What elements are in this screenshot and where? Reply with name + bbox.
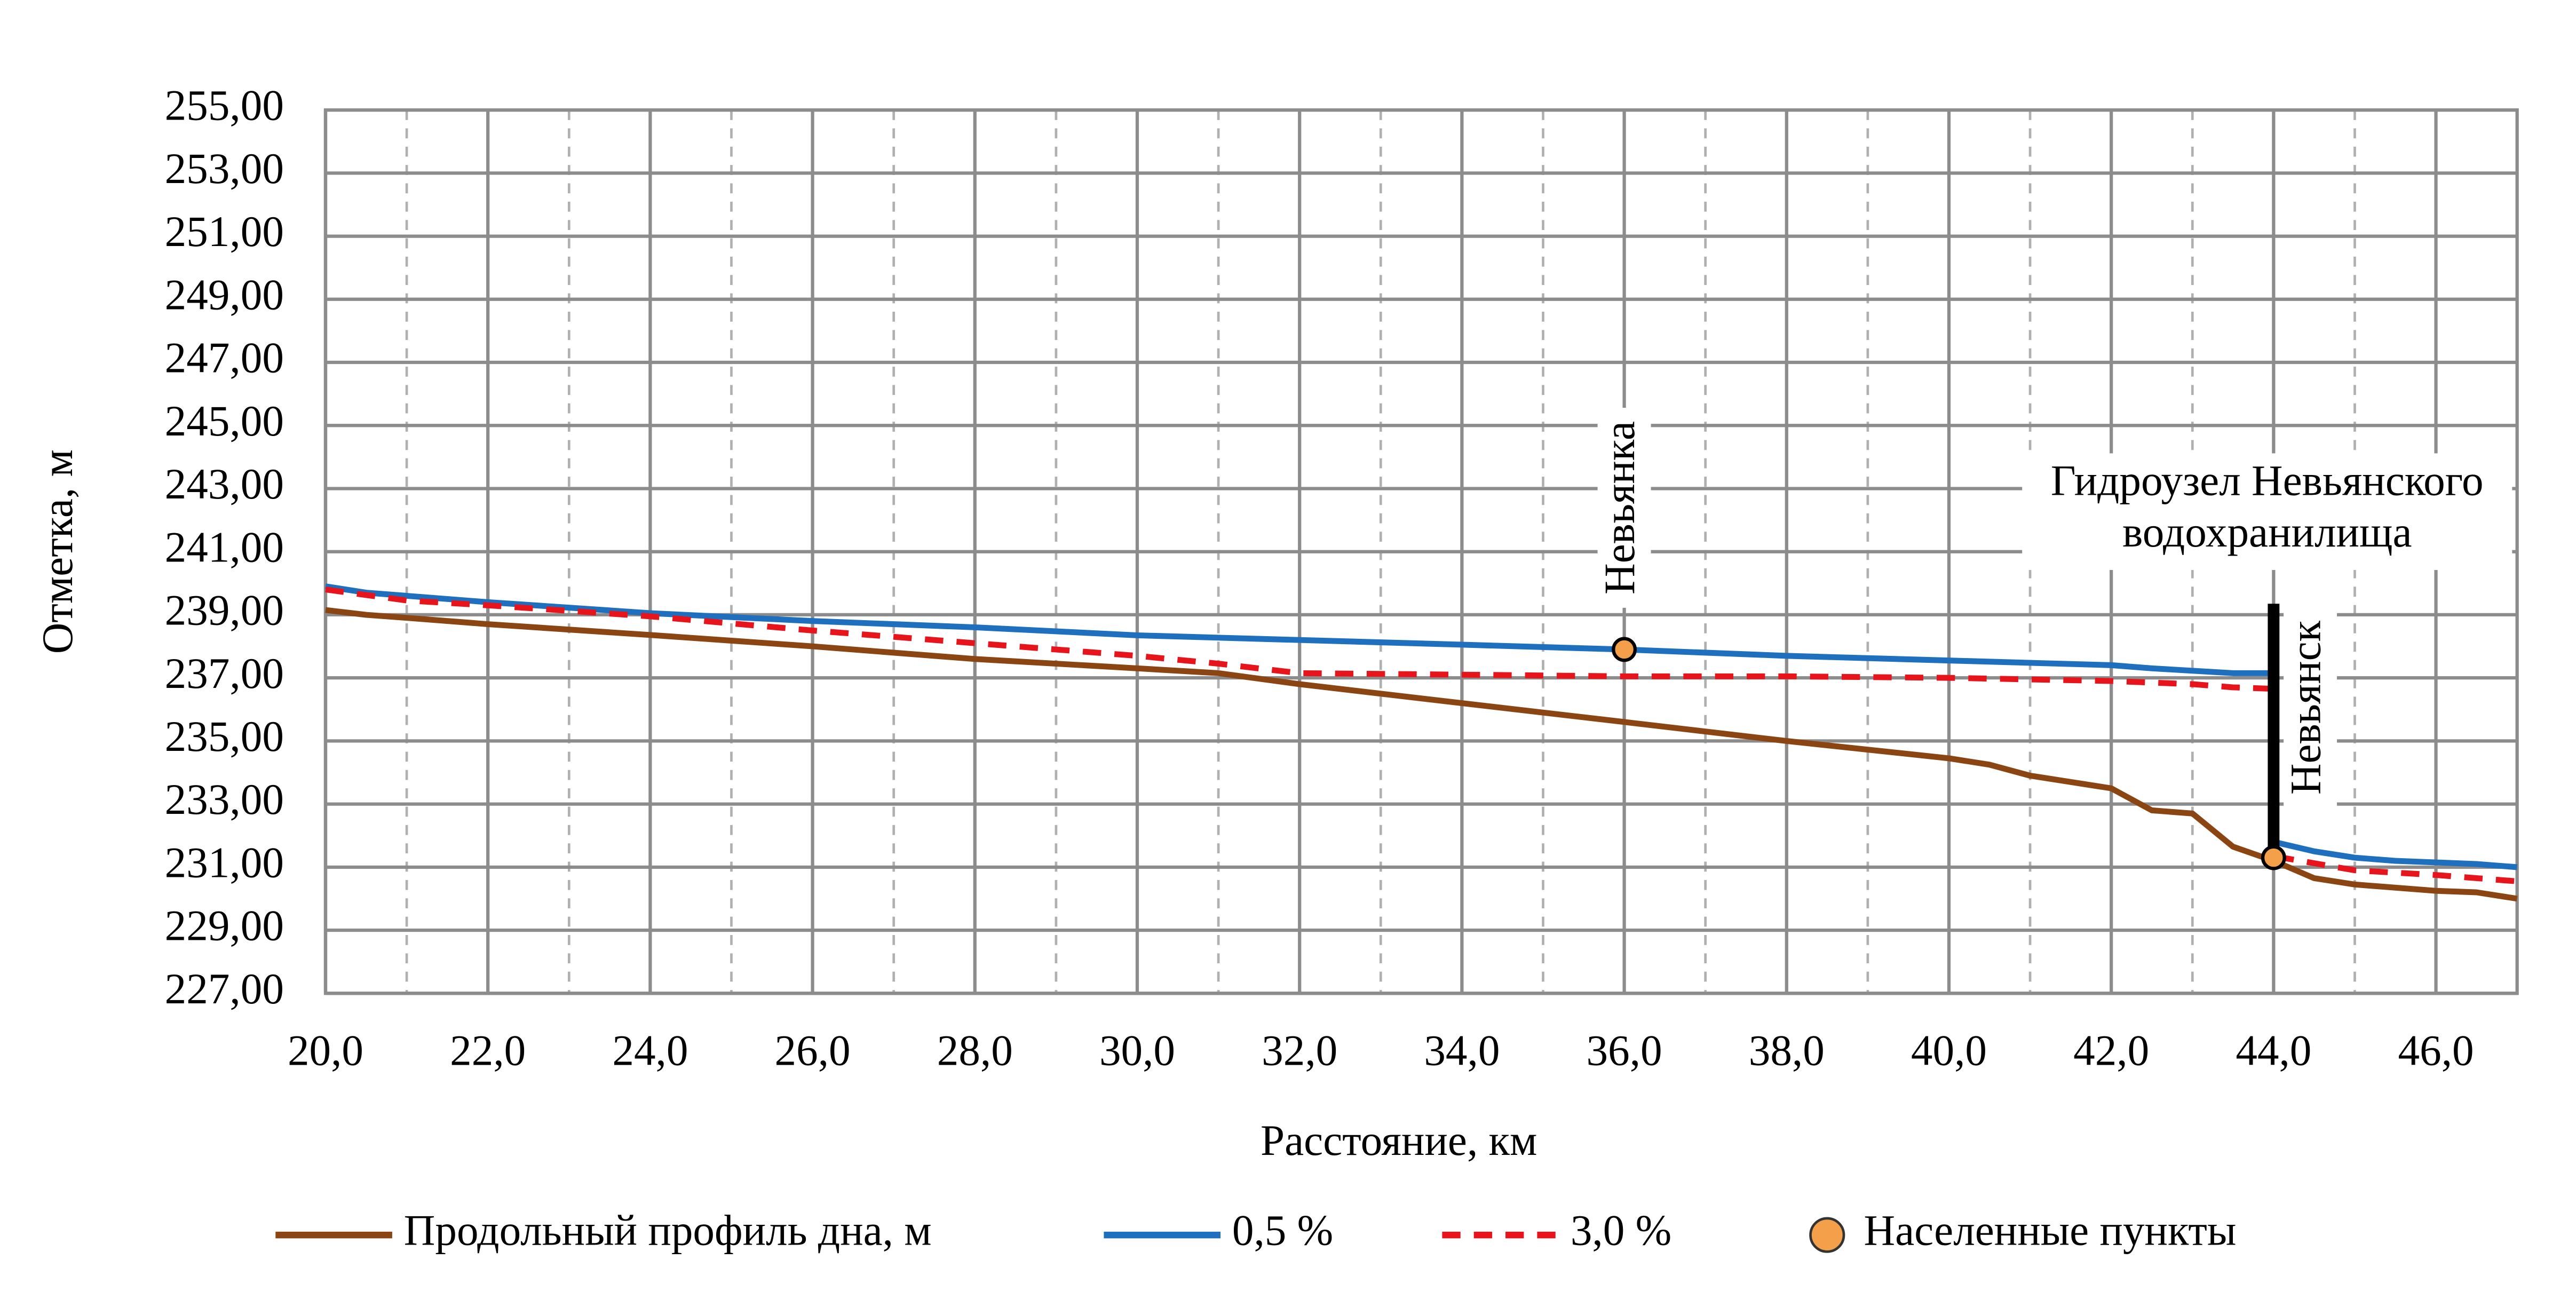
settlement-point — [2261, 845, 2286, 870]
x-tick-label: 44,0 — [2236, 1026, 2311, 1074]
x-tick-label: 36,0 — [1587, 1026, 1662, 1074]
y-tick-label: 247,00 — [165, 334, 284, 382]
y-tick-label: 243,00 — [165, 460, 284, 508]
x-axis-title: Расстояние, км — [1261, 1116, 1537, 1165]
x-tick-label: 26,0 — [775, 1026, 851, 1074]
y-tick-label: 251,00 — [165, 208, 284, 256]
x-tick-label: 42,0 — [2073, 1026, 2149, 1074]
x-tick-label: 20,0 — [288, 1026, 363, 1074]
point-label: Невьянка — [1596, 421, 1644, 595]
point-label: Невьянск — [2282, 620, 2330, 795]
x-tick-label: 28,0 — [937, 1026, 1013, 1074]
legend-label: Населенные пункты — [1864, 1207, 2236, 1255]
y-tick-label: 237,00 — [165, 649, 284, 698]
y-tick-label: 231,00 — [165, 838, 284, 886]
y-tick-label: 233,00 — [165, 775, 284, 823]
plot-border — [323, 108, 2519, 995]
y-tick-label: 241,00 — [165, 523, 284, 571]
x-tick-label: 46,0 — [2398, 1026, 2474, 1074]
series-line — [325, 607, 2518, 902]
point-label-bg — [2284, 607, 2337, 808]
settlement-point — [1612, 637, 1637, 662]
y-tick-label: 229,00 — [165, 902, 284, 950]
y-tick-label: 255,00 — [165, 82, 284, 130]
y-tick-label: 227,00 — [165, 965, 284, 1013]
y-axis-title: Отметка, м — [34, 449, 82, 654]
y-tick-label: 245,00 — [165, 397, 284, 445]
series-line — [325, 583, 2518, 870]
legend-label: 0,5 % — [1232, 1207, 1333, 1255]
legend-label: Продольный профиль дна, м — [404, 1207, 932, 1255]
y-tick-label: 239,00 — [165, 587, 284, 635]
x-tick-label: 32,0 — [1262, 1026, 1337, 1074]
point-label-bg — [1597, 408, 1651, 608]
y-tick-label: 235,00 — [165, 712, 284, 761]
dam-label-bg — [2022, 453, 2512, 571]
legend-label: 3,0 % — [1571, 1207, 1671, 1255]
dam-label: водохранилища — [2122, 508, 2412, 556]
x-tick-label: 22,0 — [450, 1026, 526, 1074]
dam-label: Гидроузел Невьянского — [2051, 456, 2484, 504]
x-tick-label: 24,0 — [612, 1026, 688, 1074]
y-tick-label: 249,00 — [165, 271, 284, 319]
x-tick-label: 38,0 — [1749, 1026, 1825, 1074]
y-tick-label: 253,00 — [165, 145, 284, 193]
x-tick-label: 34,0 — [1424, 1026, 1500, 1074]
x-tick-label: 40,0 — [1911, 1026, 1987, 1074]
legend-marker — [1809, 1217, 1845, 1253]
x-tick-label: 30,0 — [1099, 1026, 1175, 1074]
